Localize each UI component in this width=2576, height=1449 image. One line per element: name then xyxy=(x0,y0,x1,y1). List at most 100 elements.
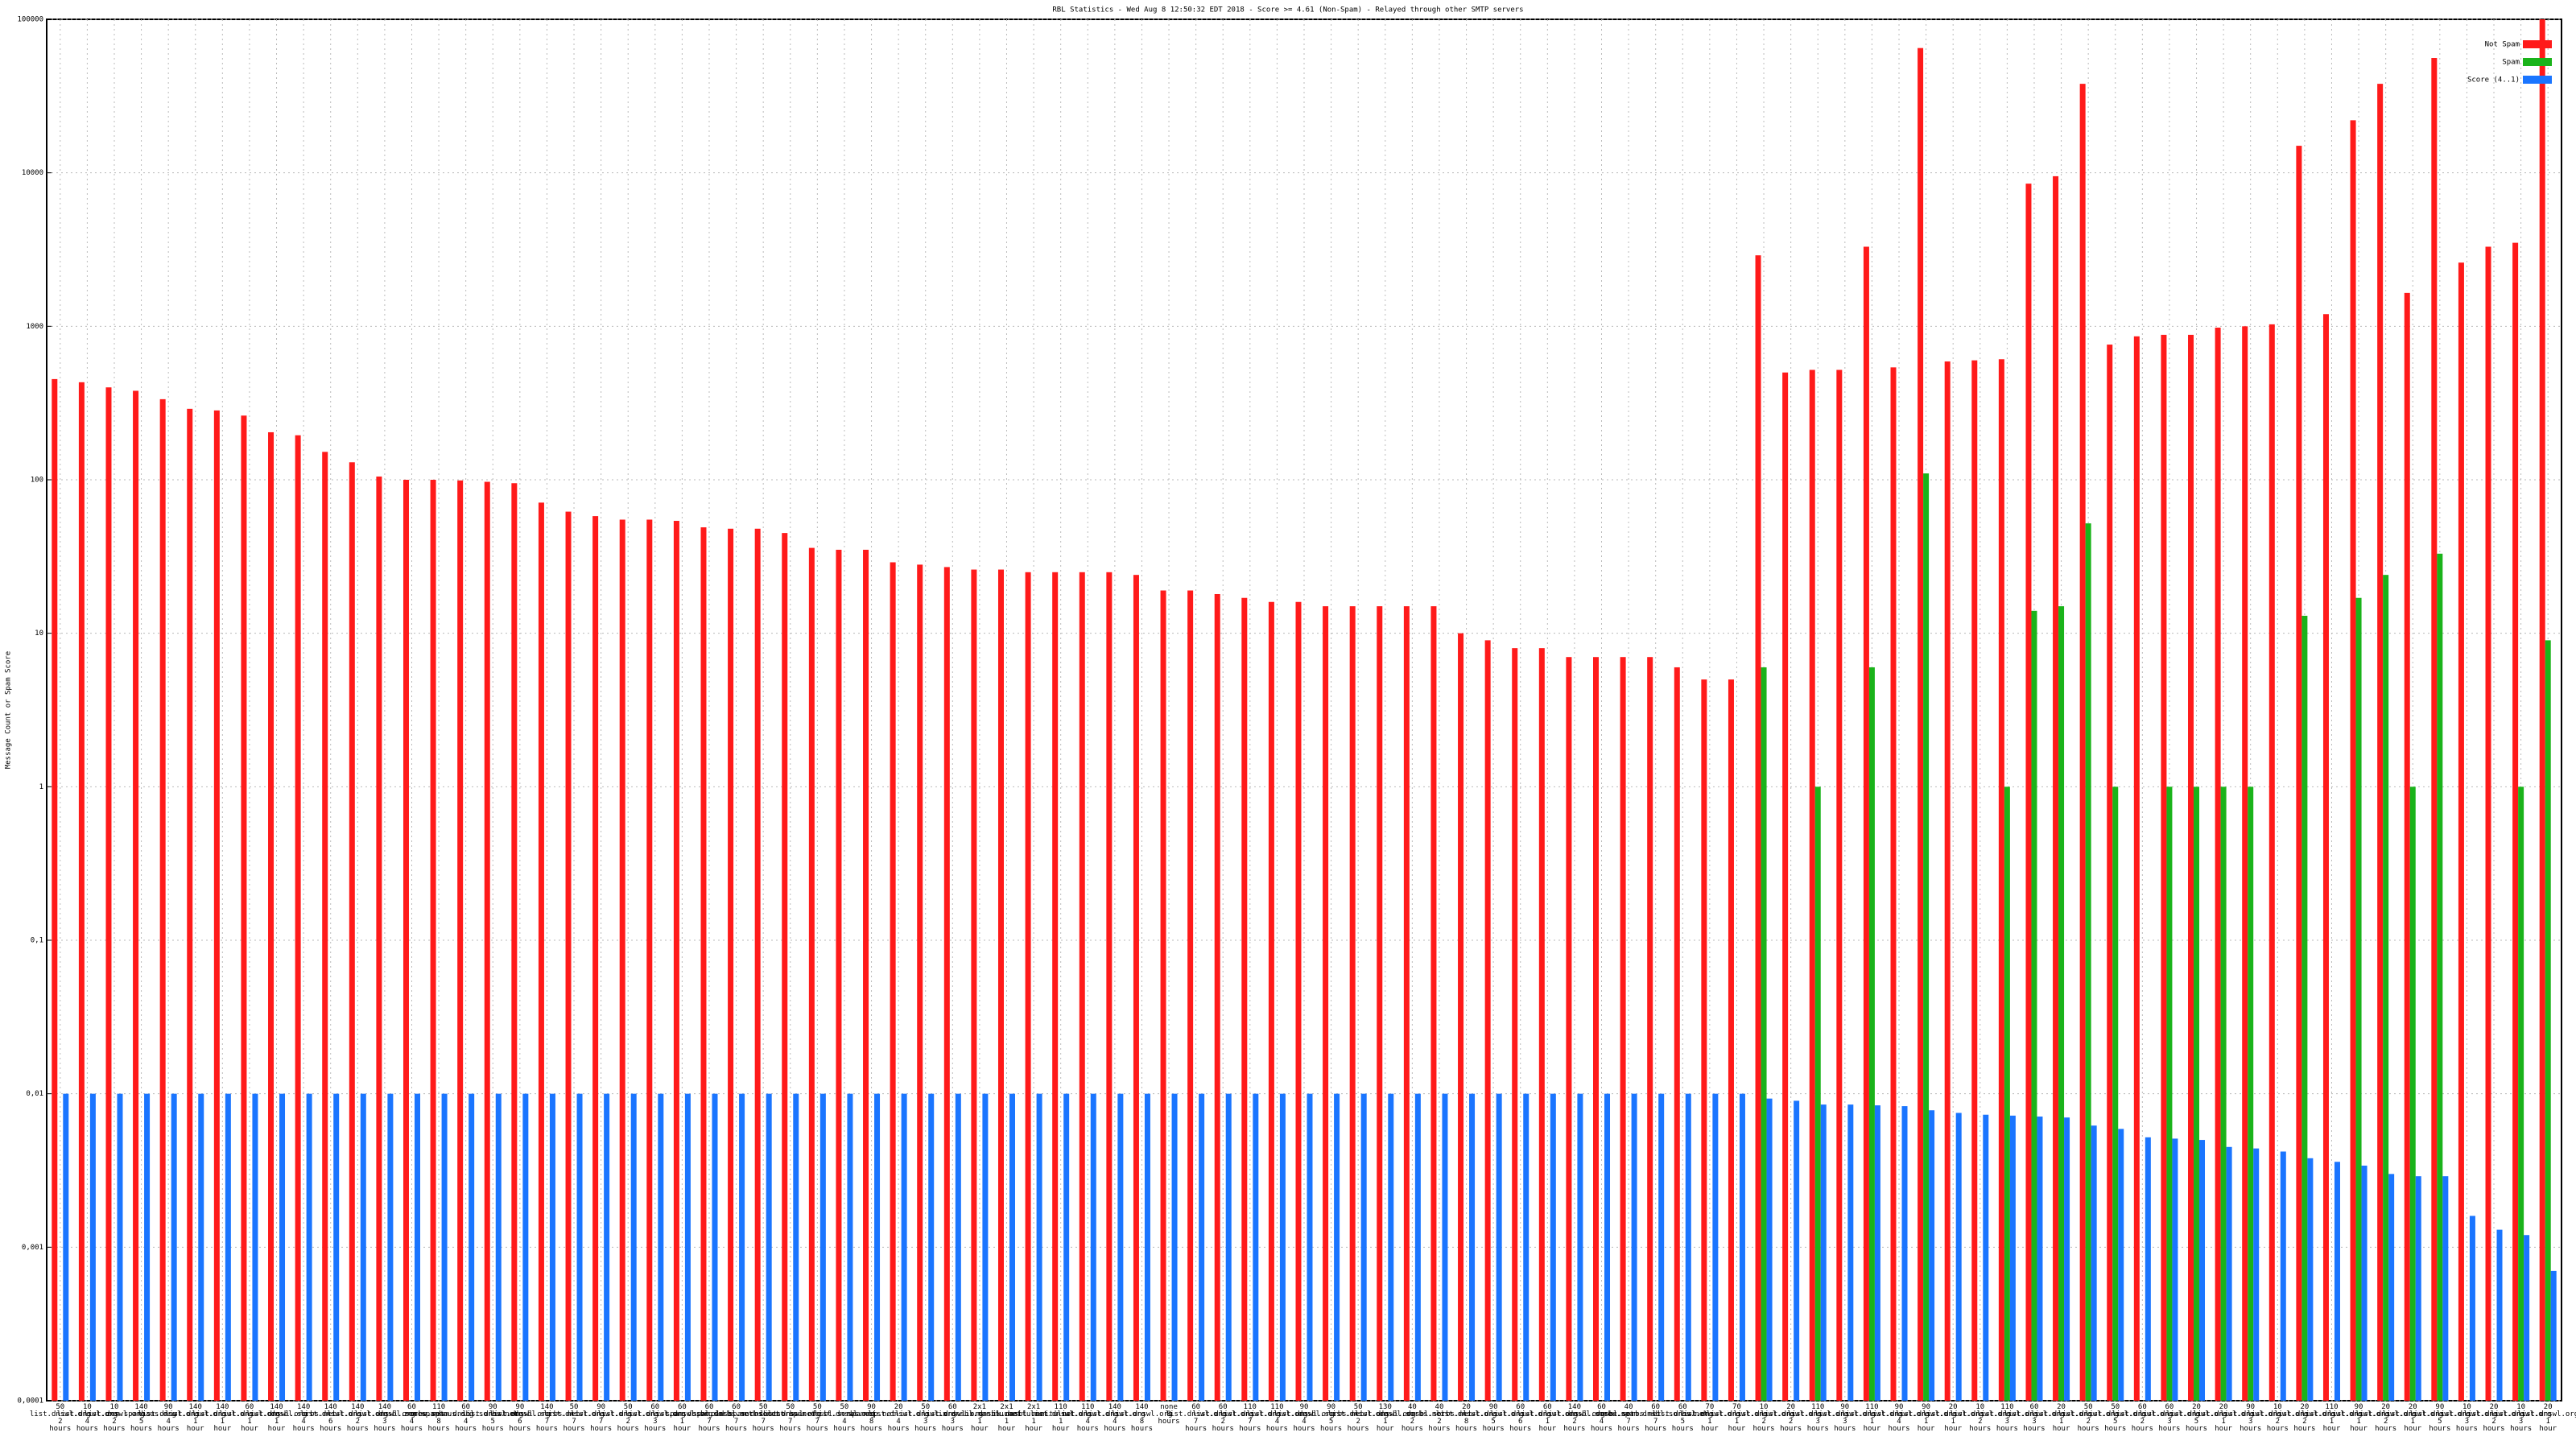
bar xyxy=(1171,1093,1178,1401)
x-tick-label: 60 dnsbl.sorbs.net 4 hours xyxy=(1569,1403,1634,1433)
bar xyxy=(2079,84,2086,1402)
bar xyxy=(630,1093,637,1401)
y-tick-label: 10 xyxy=(35,630,43,638)
bar xyxy=(1360,1093,1367,1401)
bar xyxy=(1512,648,1518,1401)
bar xyxy=(279,1093,286,1401)
bar xyxy=(2388,1174,2395,1401)
x-tick-label: 140 list.dnswl.org 3 hours xyxy=(354,1403,415,1433)
bar xyxy=(2539,19,2545,1401)
bar xyxy=(928,1093,935,1401)
y-tick-label: 10000 xyxy=(22,169,43,177)
bar xyxy=(1577,1093,1583,1401)
bar xyxy=(1794,1100,1800,1401)
bar xyxy=(387,1093,394,1401)
bar xyxy=(1998,359,2004,1401)
x-tick-label: 10 list.dnswl.org 2 hours xyxy=(84,1403,145,1433)
bar xyxy=(1079,572,1085,1402)
bar xyxy=(1484,640,1491,1401)
bar xyxy=(604,1093,610,1401)
bar xyxy=(268,431,275,1401)
bar xyxy=(1334,1093,1340,1401)
x-tick-label: 50 list.dnswl.org 3 hours xyxy=(895,1403,956,1433)
bar xyxy=(1090,1093,1096,1401)
x-tick-label: 90 list.dnswl.org 7 hours xyxy=(571,1403,632,1433)
bar xyxy=(1620,657,1626,1401)
x-tick-label: 20 list.dnswl.org 1 hour xyxy=(2517,1403,2576,1433)
bar xyxy=(133,390,139,1401)
bar xyxy=(1414,1093,1421,1401)
x-tick-label: 10 list.dnswl.org 2 hours xyxy=(1950,1403,2011,1433)
x-tick-label: 50 list.dnswl.org 2 hours xyxy=(30,1403,91,1433)
bar xyxy=(1782,372,1789,1401)
x-tick-label: 40 dnsbl.sorbs.net 2 hours xyxy=(1380,1403,1445,1433)
legend-swatch xyxy=(2523,76,2552,84)
x-tick-label: 50 list.dnswl.org 7 hours xyxy=(543,1403,605,1433)
bar xyxy=(2215,328,2221,1401)
bar xyxy=(144,1093,151,1401)
bar xyxy=(2004,786,2010,1401)
bar xyxy=(1187,590,1194,1401)
bar xyxy=(252,1093,258,1401)
bar xyxy=(754,528,761,1402)
bar xyxy=(2409,786,2416,1401)
bar xyxy=(1199,1093,1205,1401)
bar xyxy=(402,480,409,1401)
bar xyxy=(1117,1093,1124,1401)
bar xyxy=(943,567,950,1402)
bar xyxy=(1593,657,1600,1401)
bar xyxy=(2322,314,2329,1402)
y-tick-label: 100 xyxy=(31,477,43,485)
x-tick-label: 140 zen.spamhaus.org 5 hours xyxy=(106,1403,176,1433)
bar xyxy=(2037,1117,2043,1401)
bar xyxy=(1268,601,1274,1401)
bar xyxy=(2377,84,2384,1402)
bar xyxy=(2296,146,2302,1402)
chart-title: RBL Statistics - Wed Aug 8 12:50:32 EDT … xyxy=(1052,6,1523,14)
bar xyxy=(469,1093,475,1401)
y-tick-label: 0,0001 xyxy=(17,1397,43,1406)
bar xyxy=(2361,1165,2368,1401)
bar xyxy=(1496,1093,1502,1401)
x-tick-label: 50 old.spam.dnsbl.sorbs.net 7 hours xyxy=(711,1403,815,1433)
bar xyxy=(1458,633,1464,1401)
x-tick-label: 140 dnsbl.sorbs.net 4 hours xyxy=(270,1403,336,1433)
bar xyxy=(1685,1093,1691,1401)
bar xyxy=(2064,1117,2070,1401)
x-tick-label: 60 list.dnswl.org 6 hours xyxy=(1490,1403,1551,1433)
bar xyxy=(2268,324,2275,1401)
bar xyxy=(241,415,247,1401)
bar xyxy=(1923,473,1930,1401)
bar xyxy=(1307,1093,1313,1401)
bar xyxy=(2545,640,2551,1401)
bar xyxy=(333,1093,340,1401)
bar xyxy=(2355,597,2362,1401)
bar xyxy=(1944,361,1951,1402)
x-tick-label: 140 list.dnswl.org 1 hour xyxy=(246,1403,308,1433)
bar xyxy=(890,562,896,1401)
x-tick-label: 90 list.dnswl.org 5 hours xyxy=(462,1403,523,1433)
legend-label: Not Spam xyxy=(2485,41,2520,49)
bar xyxy=(1214,593,1220,1401)
bar xyxy=(1442,1093,1448,1401)
bar xyxy=(2334,1162,2340,1401)
bar xyxy=(213,410,220,1401)
bar xyxy=(2194,786,2200,1401)
x-tick-label: 40 dnsbl.sorbs.net 7 hours xyxy=(1596,1403,1661,1433)
bar xyxy=(1701,679,1707,1401)
bar xyxy=(171,1093,177,1401)
bar xyxy=(484,481,490,1401)
bar xyxy=(1052,572,1059,1402)
bar xyxy=(78,382,85,1401)
bar xyxy=(2307,1158,2314,1401)
x-tick-label: 90 list.dnswl.org 5 hours xyxy=(1463,1403,1524,1433)
bar xyxy=(646,519,653,1401)
bar xyxy=(2442,1176,2449,1401)
bar xyxy=(1430,606,1437,1401)
x-tick-label: 60 new.spam.dnsbl.sorbs.net 7 hours xyxy=(1604,1403,1708,1433)
bar xyxy=(982,1093,989,1401)
x-tick-label: 50 list.dnswl.org 2 hours xyxy=(1327,1403,1389,1433)
bar xyxy=(117,1093,123,1401)
bar xyxy=(89,1093,96,1401)
